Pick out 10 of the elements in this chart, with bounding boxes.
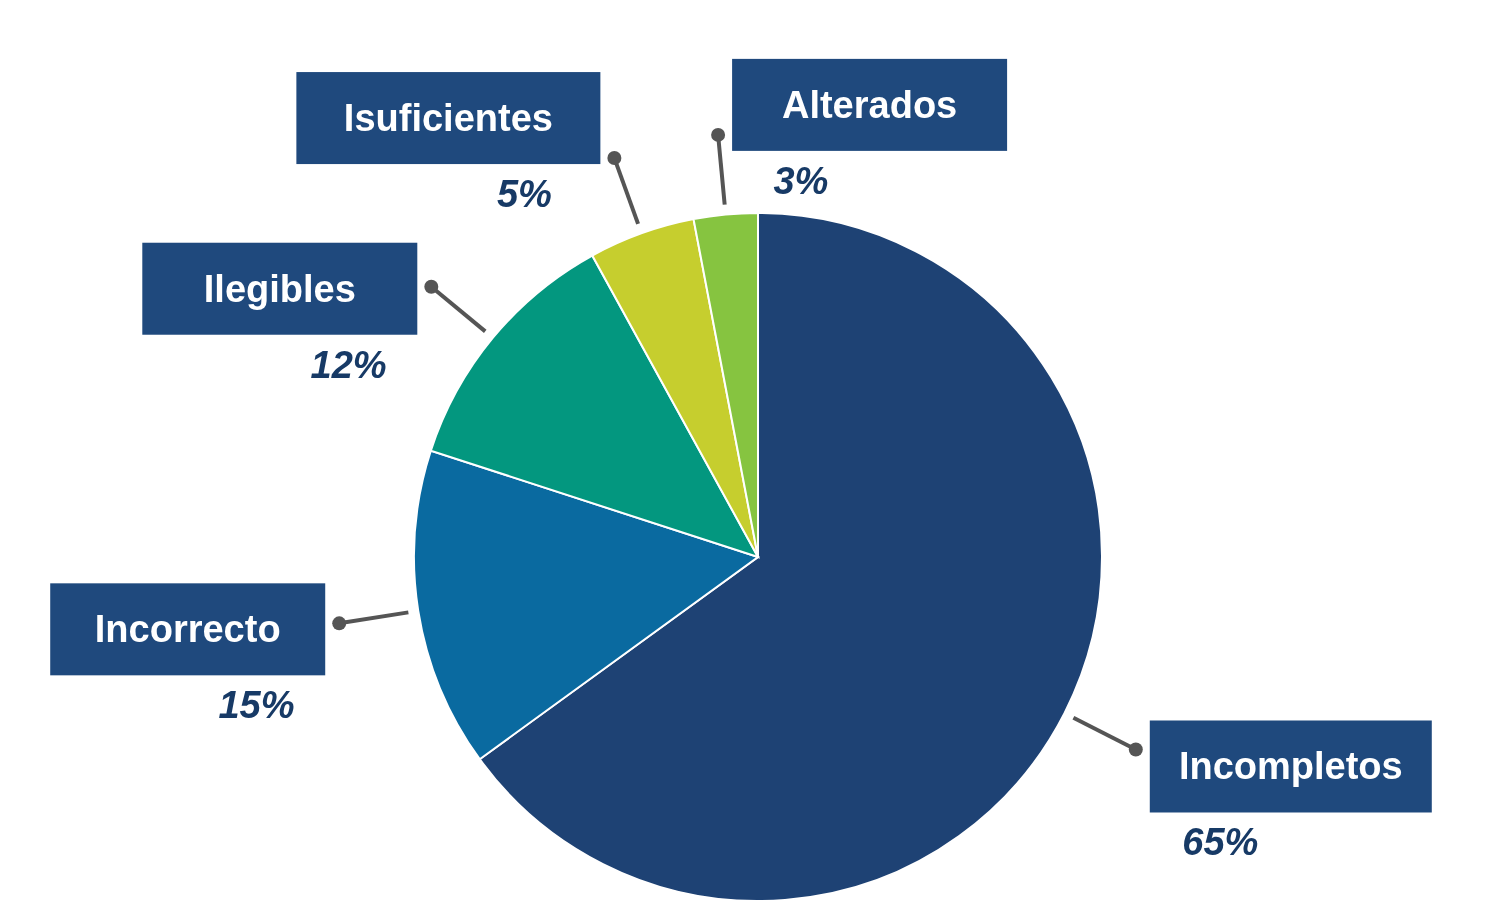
data-label: 5% [496,173,552,216]
slice-label: Alterados [781,83,958,126]
data-label: 12% [310,343,387,386]
data-label: 15% [218,684,295,727]
slice-label: Incorrecto [94,608,281,651]
data-label: 65% [1182,821,1259,864]
slice-label: Isuficientes [343,97,553,140]
data-label: 3% [773,159,829,202]
slice-label: Incompletos [1178,745,1403,788]
slice-label: Ilegibles [203,267,356,310]
